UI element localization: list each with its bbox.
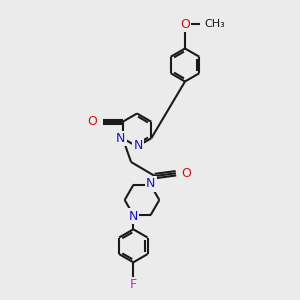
Text: N: N: [116, 132, 125, 145]
Text: N: N: [133, 139, 143, 152]
Text: O: O: [180, 18, 190, 31]
Text: CH₃: CH₃: [204, 19, 225, 29]
Text: F: F: [130, 278, 137, 291]
Text: O: O: [181, 167, 191, 180]
Text: O: O: [88, 115, 98, 128]
Text: N: N: [146, 178, 155, 190]
Text: N: N: [129, 209, 138, 223]
